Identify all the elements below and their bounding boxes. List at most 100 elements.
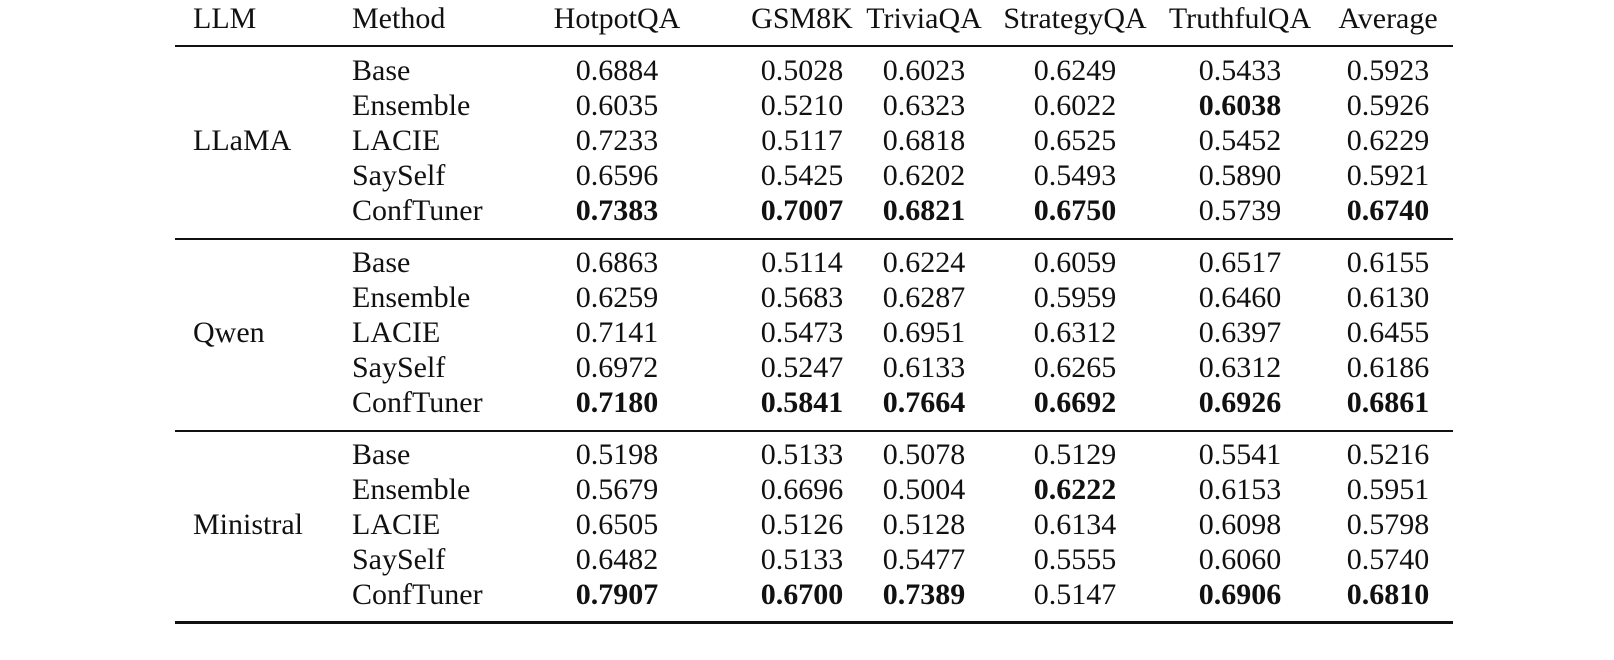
average-value-cell: 0.5926 — [1346, 89, 1430, 122]
header-method: Method — [352, 2, 446, 35]
truthfulqa-value-cell: 0.5452 — [1198, 124, 1282, 157]
strategyqa-value-cell: 0.5147 — [1033, 578, 1117, 611]
header-strategyqa: StrategyQA — [1003, 2, 1147, 35]
method-cell: SaySelf — [352, 159, 446, 192]
strategyqa-value-cell: 0.6265 — [1033, 351, 1117, 384]
strategyqa-value-cell: 0.5555 — [1033, 543, 1117, 576]
average-value-cell: 0.5921 — [1346, 159, 1430, 192]
average-value-cell: 0.6229 — [1346, 124, 1430, 157]
gsm8k-value-cell: 0.5117 — [761, 124, 843, 157]
strategyqa-value-cell: 0.6059 — [1033, 246, 1117, 279]
method-cell: ConfTuner — [352, 386, 483, 419]
triviaqa-value-cell: 0.6202 — [882, 159, 966, 192]
gsm8k-value-cell: 0.5028 — [760, 54, 844, 87]
method-cell: Base — [352, 54, 411, 87]
truthfulqa-value-cell: 0.6060 — [1198, 543, 1282, 576]
hotpotqa-value-cell: 0.6884 — [575, 54, 659, 87]
hotpotqa-value-cell: 0.6863 — [575, 246, 659, 279]
method-cell: LACIE — [352, 508, 441, 541]
triviaqa-value-cell: 0.6133 — [882, 351, 966, 384]
triviaqa-value-cell: 0.6951 — [882, 316, 966, 349]
gsm8k-value-cell: 0.7007 — [760, 194, 844, 227]
hotpotqa-value-cell: 0.5679 — [575, 473, 659, 506]
header-rule — [175, 45, 1453, 47]
strategyqa-value-cell: 0.5129 — [1033, 438, 1117, 471]
llm-group-label: Ministral — [193, 508, 303, 541]
average-value-cell: 0.6455 — [1346, 316, 1430, 349]
average-value-cell: 0.6155 — [1346, 246, 1430, 279]
truthfulqa-value-cell: 0.6906 — [1198, 578, 1282, 611]
average-value-cell: 0.6186 — [1346, 351, 1430, 384]
truthfulqa-value-cell: 0.6098 — [1198, 508, 1282, 541]
truthfulqa-value-cell: 0.5739 — [1198, 194, 1282, 227]
method-cell: Ensemble — [352, 473, 471, 506]
triviaqa-value-cell: 0.5078 — [882, 438, 966, 471]
strategyqa-value-cell: 0.6249 — [1033, 54, 1117, 87]
triviaqa-value-cell: 0.6023 — [882, 54, 966, 87]
hotpotqa-value-cell: 0.6505 — [575, 508, 659, 541]
truthfulqa-value-cell: 0.6517 — [1198, 246, 1282, 279]
strategyqa-value-cell: 0.5959 — [1033, 281, 1117, 314]
strategyqa-value-cell: 0.6312 — [1033, 316, 1117, 349]
header-hotpotqa: HotpotQA — [553, 2, 681, 35]
hotpotqa-value-cell: 0.7141 — [575, 316, 659, 349]
gsm8k-value-cell: 0.5133 — [760, 543, 844, 576]
method-cell: SaySelf — [352, 351, 446, 384]
strategyqa-value-cell: 0.6692 — [1033, 386, 1117, 419]
average-value-cell: 0.6861 — [1346, 386, 1430, 419]
strategyqa-value-cell: 0.6022 — [1033, 89, 1117, 122]
hotpotqa-value-cell: 0.6972 — [575, 351, 659, 384]
llm-group-label: Qwen — [193, 316, 265, 349]
triviaqa-value-cell: 0.6323 — [882, 89, 966, 122]
truthfulqa-value-cell: 0.6312 — [1198, 351, 1282, 384]
truthfulqa-value-cell: 0.6038 — [1198, 89, 1282, 122]
gsm8k-value-cell: 0.5126 — [760, 508, 844, 541]
bottom-rule — [175, 621, 1453, 624]
header-triviaqa: TriviaQA — [866, 2, 982, 35]
average-value-cell: 0.5951 — [1346, 473, 1430, 506]
triviaqa-value-cell: 0.6818 — [882, 124, 966, 157]
method-cell: Base — [352, 438, 411, 471]
triviaqa-value-cell: 0.5004 — [882, 473, 966, 506]
hotpotqa-value-cell: 0.5198 — [575, 438, 659, 471]
triviaqa-value-cell: 0.5477 — [882, 543, 966, 576]
truthfulqa-value-cell: 0.6460 — [1198, 281, 1282, 314]
average-value-cell: 0.5216 — [1346, 438, 1430, 471]
truthfulqa-value-cell: 0.5433 — [1198, 54, 1282, 87]
truthfulqa-value-cell: 0.6926 — [1198, 386, 1282, 419]
strategyqa-value-cell: 0.6134 — [1033, 508, 1117, 541]
truthfulqa-value-cell: 0.5890 — [1198, 159, 1282, 192]
header-truthfulqa: TruthfulQA — [1168, 2, 1312, 35]
method-cell: Ensemble — [352, 281, 471, 314]
truthfulqa-value-cell: 0.6153 — [1198, 473, 1282, 506]
triviaqa-value-cell: 0.7389 — [882, 578, 966, 611]
header-gsm8k: GSM8K — [751, 2, 853, 35]
hotpotqa-value-cell: 0.7180 — [575, 386, 659, 419]
gsm8k-value-cell: 0.5210 — [760, 89, 844, 122]
gsm8k-value-cell: 0.6696 — [760, 473, 844, 506]
gsm8k-value-cell: 0.5425 — [760, 159, 844, 192]
strategyqa-value-cell: 0.5493 — [1033, 159, 1117, 192]
average-value-cell: 0.6130 — [1346, 281, 1430, 314]
gsm8k-value-cell: 0.5247 — [760, 351, 844, 384]
triviaqa-value-cell: 0.6224 — [882, 246, 966, 279]
hotpotqa-value-cell: 0.6035 — [575, 89, 659, 122]
triviaqa-value-cell: 0.6821 — [882, 194, 966, 227]
strategyqa-value-cell: 0.6750 — [1033, 194, 1117, 227]
method-cell: ConfTuner — [352, 194, 483, 227]
average-value-cell: 0.5740 — [1346, 543, 1430, 576]
gsm8k-value-cell: 0.5133 — [760, 438, 844, 471]
gsm8k-value-cell: 0.5473 — [760, 316, 844, 349]
gsm8k-value-cell: 0.5114 — [761, 246, 843, 279]
hotpotqa-value-cell: 0.7907 — [575, 578, 659, 611]
method-cell: LACIE — [352, 316, 441, 349]
method-cell: SaySelf — [352, 543, 446, 576]
hotpotqa-value-cell: 0.6259 — [575, 281, 659, 314]
average-value-cell: 0.6740 — [1346, 194, 1430, 227]
gsm8k-value-cell: 0.5841 — [760, 386, 844, 419]
strategyqa-value-cell: 0.6222 — [1033, 473, 1117, 506]
group-separator-rule — [175, 430, 1453, 432]
gsm8k-value-cell: 0.5683 — [760, 281, 844, 314]
header-average: Average — [1338, 2, 1438, 35]
hotpotqa-value-cell: 0.7233 — [575, 124, 659, 157]
